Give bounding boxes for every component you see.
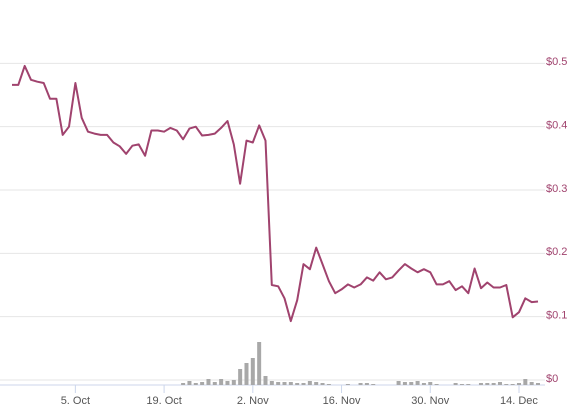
volume-bar: [244, 363, 249, 385]
y-tick-label: $0.3: [546, 183, 567, 195]
volume-bar: [238, 369, 243, 385]
x-tick-label: 2. Nov: [237, 395, 269, 407]
volume-bar: [257, 342, 262, 385]
volume-bar: [364, 383, 369, 385]
volume-bar: [434, 384, 439, 385]
x-tick-label: 14. Dec: [500, 395, 538, 407]
volume-bar: [269, 381, 274, 385]
volume-bar: [459, 384, 464, 385]
volume-bar: [326, 384, 331, 385]
x-tick-label: 5. Oct: [61, 395, 90, 407]
volume-bar: [536, 383, 540, 385]
volume-bar: [345, 384, 350, 385]
y-tick-label: $0.4: [546, 120, 567, 132]
volume-bar: [529, 382, 534, 385]
volume-bar: [263, 376, 268, 385]
x-tick-label: 16. Nov: [323, 395, 361, 407]
volume-bar: [497, 382, 502, 385]
y-tick-label: $0.2: [546, 246, 567, 258]
volume-bar: [225, 381, 230, 385]
volume-bar: [402, 382, 407, 385]
volume-bar: [314, 382, 319, 385]
volume-bar: [276, 382, 281, 385]
volume-bar: [478, 383, 483, 385]
volume-bar: [466, 384, 471, 385]
volume-bar: [358, 383, 363, 385]
y-tick-label: $0: [546, 373, 558, 385]
volume-bar: [206, 379, 211, 385]
x-tick-label: 19. Oct: [146, 395, 181, 407]
volume-bar: [288, 382, 293, 385]
volume-bar: [510, 384, 515, 385]
volume-bar: [307, 381, 312, 385]
volume-bar: [415, 381, 420, 385]
volume-bar: [181, 383, 186, 385]
volume-bar: [516, 383, 521, 385]
volume-bar: [219, 379, 224, 385]
volume-bar: [396, 381, 401, 385]
volume-bar: [295, 383, 300, 385]
price-line: [12, 64, 539, 323]
volume-bar: [485, 383, 490, 385]
x-tick-label: 30. Nov: [411, 395, 449, 407]
volume-bar: [453, 383, 458, 385]
volume-bar: [200, 382, 205, 385]
y-tick-label: $0.1: [546, 310, 567, 322]
volume-bar: [421, 383, 426, 385]
volume-bar: [301, 383, 306, 385]
volume-bar: [371, 384, 376, 385]
volume-bar: [409, 382, 414, 385]
volume-bar: [250, 358, 255, 385]
volume-bar: [212, 382, 217, 385]
volume-bar: [523, 379, 528, 385]
volume-bar: [320, 383, 325, 385]
volume-bar: [428, 382, 433, 385]
volume-bar: [193, 383, 198, 385]
volume-bar: [504, 384, 509, 385]
y-tick-label: $0.5: [546, 56, 567, 68]
volume-bar: [231, 380, 236, 385]
volume-bar: [282, 382, 287, 385]
volume-bar: [187, 381, 192, 385]
volume-bar: [491, 383, 496, 385]
